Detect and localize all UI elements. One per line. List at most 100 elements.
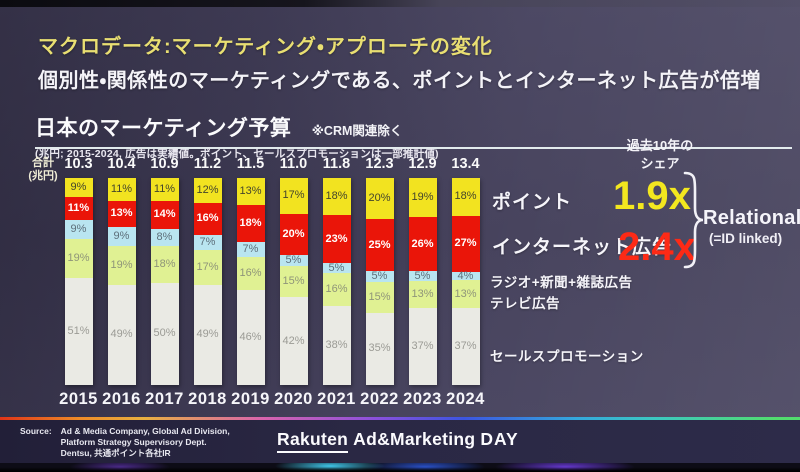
chart-footnote: (兆円; 2015-2024, 広告は実績値。ポイント、セールスプロモーションは…	[35, 148, 439, 160]
bar-segment-value: 4%	[457, 269, 474, 282]
bar-segment: 18%	[236, 204, 265, 243]
bar-segment-value: 9%	[70, 180, 87, 193]
bar-stack: 13% 18% 7% 16% 46%	[236, 178, 265, 385]
bar-column-2016: 10.4 11% 13% 9% 19% 49% 2016	[100, 156, 143, 409]
bar-segment: 20%	[279, 213, 308, 256]
bar-segment: 8%	[150, 229, 179, 246]
bar-stack: 11% 13% 9% 19% 49%	[107, 178, 136, 385]
source-block: Source: Ad & Media Company, Global Ad Di…	[20, 426, 230, 459]
series-label-sales-promotion: セールスプロモーション	[490, 349, 644, 364]
bar-year-label: 2020	[274, 390, 313, 408]
logo-day-text: DAY	[480, 429, 519, 449]
bar-column-2022: 12.3 20% 25% 5% 15% 35% 2022	[358, 156, 401, 409]
bar-segment-value: 20%	[368, 192, 391, 205]
bar-segment-value: 9%	[113, 229, 130, 242]
bar-segment: 19%	[64, 238, 93, 279]
bar-segment-value: 27%	[454, 237, 477, 250]
bar-segment: 9%	[64, 178, 93, 197]
bar-column-2024: 13.4 18% 27% 4% 13% 37% 2024	[444, 156, 487, 409]
bar-segment: 4%	[451, 269, 480, 282]
bar-segment: 14%	[150, 200, 179, 230]
bar-segment-value: 16%	[196, 212, 219, 225]
bar-segment-value: 5%	[285, 254, 302, 267]
bar-segment: 49%	[193, 284, 222, 385]
bar-segment-value: 25%	[368, 238, 391, 251]
photo-top-edge	[0, 0, 800, 7]
bar-segment: 18%	[322, 178, 351, 216]
bar-segment: 17%	[193, 249, 222, 285]
bar-segment: 26%	[408, 217, 437, 272]
bar-column-2017: 10.9 11% 14% 8% 18% 50% 2017	[143, 156, 186, 409]
bar-stack: 11% 14% 8% 18% 50%	[150, 178, 179, 385]
bar-segment: 9%	[107, 227, 136, 246]
bar-segment: 51%	[64, 278, 93, 385]
bar-segment: 25%	[365, 219, 394, 272]
bar-segment-value: 13%	[411, 288, 434, 301]
bar-segment: 16%	[322, 273, 351, 307]
bar-segment: 7%	[236, 242, 265, 257]
chart-title: 日本のマーケティング予算	[35, 117, 292, 140]
bar-segment-value: 16%	[239, 266, 262, 279]
series-label-point: ポイント	[492, 192, 573, 213]
bar-segment-value: 11%	[67, 201, 90, 214]
share-title-line1: 過去10年の	[626, 138, 694, 153]
bar-stack: 9% 11% 9% 19% 51%	[64, 178, 93, 385]
rakuten-ad-marketing-day-logo: Rakuten Ad&Marketing DAY	[277, 429, 519, 453]
bar-segment-value: 12%	[196, 183, 219, 196]
bar-segment: 17%	[279, 178, 308, 214]
rakuten-logo-text: Rakuten	[277, 429, 349, 453]
series-label-internet: インターネット広告	[492, 237, 673, 258]
series-label-tv: テレビ広告	[490, 296, 560, 311]
internet-multiplier: 2.4x	[618, 225, 696, 269]
bar-segment: 9%	[64, 219, 93, 239]
page-subtitle: 個別性・関係性のマーケティングである、ポイントとインターネット広告が倍増	[38, 70, 761, 92]
bar-segment-value: 19%	[110, 258, 133, 271]
bar-segment-value: 46%	[239, 330, 262, 343]
bar-segment-value: 51%	[67, 325, 90, 338]
bar-column-2015: 10.3 9% 11% 9% 19% 51% 2015	[57, 156, 100, 409]
bar-segment: 11%	[64, 196, 93, 220]
bar-segment: 15%	[365, 281, 394, 313]
bar-segment-value: 9%	[70, 222, 87, 235]
bar-segment: 27%	[451, 215, 480, 273]
bar-segment-value: 26%	[411, 237, 434, 250]
bar-total: 12.3	[365, 156, 394, 172]
bar-segment-value: 19%	[67, 251, 90, 264]
chart-title-note: ※CRM関連除く	[311, 124, 403, 138]
point-multiplier: 1.9x	[613, 174, 691, 218]
bar-total: 10.3	[64, 156, 93, 172]
bar-segment: 16%	[193, 202, 222, 236]
bar-total: 13.4	[451, 156, 480, 172]
page-title: マクロデータ:マーケティング・アプローチの変化	[38, 36, 493, 58]
relational-sub-label: (=ID linked)	[709, 231, 783, 246]
source-line-1: Ad & Media Company, Global Ad Division,	[60, 426, 230, 436]
bar-segment-value: 42%	[282, 334, 305, 347]
bar-segment-value: 16%	[325, 283, 348, 296]
bar-segment: 37%	[408, 308, 437, 385]
bar-segment-value: 37%	[411, 340, 434, 353]
bar-segment: 50%	[150, 282, 179, 385]
bar-segment: 5%	[322, 262, 351, 274]
bar-stack: 19% 26% 5% 13% 37%	[408, 178, 437, 385]
bar-segment: 11%	[107, 178, 136, 201]
bar-stack: 18% 23% 5% 16% 38%	[322, 178, 351, 385]
bar-segment-value: 18%	[153, 257, 176, 270]
bar-segment-value: 19%	[411, 191, 434, 204]
bar-segment-value: 13%	[239, 184, 262, 197]
bar-segment-value: 13%	[110, 207, 133, 220]
bar-segment-value: 13%	[454, 287, 477, 300]
bar-segment-value: 7%	[242, 242, 259, 255]
source-label: Source:	[20, 426, 52, 436]
total-axis-label-line1: 合計	[32, 157, 54, 169]
source-line-3: Dentsu, 共通ポイント各社IR	[60, 448, 171, 459]
footer-bar: Source: Ad & Media Company, Global Ad Di…	[0, 420, 800, 463]
bar-segment: 13%	[451, 280, 480, 308]
share-title: 過去10年の シェア	[612, 137, 708, 172]
bar-segment-value: 14%	[153, 208, 176, 221]
bar-total: 10.4	[107, 156, 136, 172]
bar-segment-value: 17%	[282, 189, 305, 202]
chart-title-row: 日本のマーケティング予算 ※CRM関連除く	[35, 112, 792, 149]
bar-segment: 49%	[107, 284, 136, 385]
bar-segment-value: 38%	[325, 339, 348, 352]
bar-segment: 5%	[408, 270, 437, 282]
